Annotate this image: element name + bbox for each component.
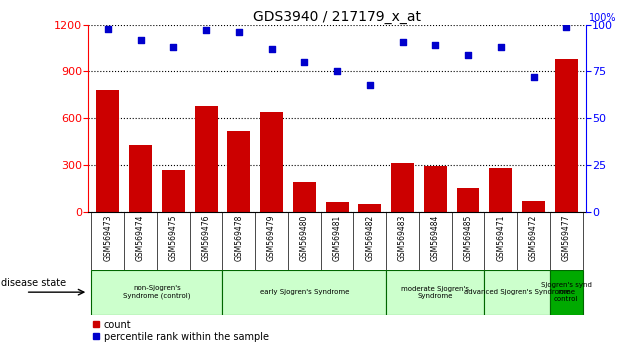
Text: early Sjogren's Syndrome: early Sjogren's Syndrome [260,289,349,295]
Point [561,24,571,29]
Text: GSM569476: GSM569476 [202,215,210,261]
Text: GSM569477: GSM569477 [562,215,571,261]
Bar [222,270,386,315]
Text: moderate Sjogren's
Syndrome: moderate Sjogren's Syndrome [401,286,469,299]
Text: GSM569473: GSM569473 [103,215,112,261]
Bar [293,182,316,212]
Point [201,28,211,33]
Point [266,46,277,52]
Bar [386,270,484,315]
Text: GSM569480: GSM569480 [300,215,309,261]
Point [168,44,178,50]
Point [529,74,539,80]
Point [430,42,440,48]
Text: GSM569479: GSM569479 [267,215,276,261]
Text: disease state: disease state [1,278,66,288]
Text: GSM569481: GSM569481 [333,215,341,261]
Text: GSM569485: GSM569485 [464,215,472,261]
Point [398,39,408,45]
Bar [96,90,119,212]
Bar [550,270,583,315]
Text: GSM569471: GSM569471 [496,215,505,261]
Bar [162,170,185,212]
Point [365,82,375,87]
Text: non-Sjogren's
Syndrome (control): non-Sjogren's Syndrome (control) [123,285,191,299]
Point [103,26,113,32]
Point [496,44,506,50]
Bar [227,131,250,212]
Bar [195,106,217,212]
Point [299,59,309,65]
Bar [555,59,578,212]
Text: GSM569483: GSM569483 [398,215,407,261]
Text: GSM569484: GSM569484 [431,215,440,261]
Text: GSM569475: GSM569475 [169,215,178,261]
Bar [91,270,222,315]
Point [234,29,244,35]
Bar [457,188,479,212]
Point [135,37,146,42]
Bar [260,112,283,212]
Bar [391,163,414,212]
Bar [490,168,512,212]
Text: GSM569478: GSM569478 [234,215,243,261]
Bar [129,145,152,212]
Bar [484,270,550,315]
Text: GSM569472: GSM569472 [529,215,538,261]
Text: GSM569482: GSM569482 [365,215,374,261]
Text: GSM569474: GSM569474 [136,215,145,261]
Legend: count, percentile rank within the sample: count, percentile rank within the sample [93,320,269,342]
Text: Sjogren's synd
rome
control: Sjogren's synd rome control [541,282,592,302]
Point [332,69,342,74]
Bar [522,201,545,212]
Title: GDS3940 / 217179_x_at: GDS3940 / 217179_x_at [253,10,421,24]
Text: 100%: 100% [588,13,616,23]
Bar [358,204,381,212]
Bar [424,166,447,212]
Text: advanced Sjogren's Syndrome: advanced Sjogren's Syndrome [464,289,570,295]
Bar [326,202,348,212]
Point [463,52,473,57]
